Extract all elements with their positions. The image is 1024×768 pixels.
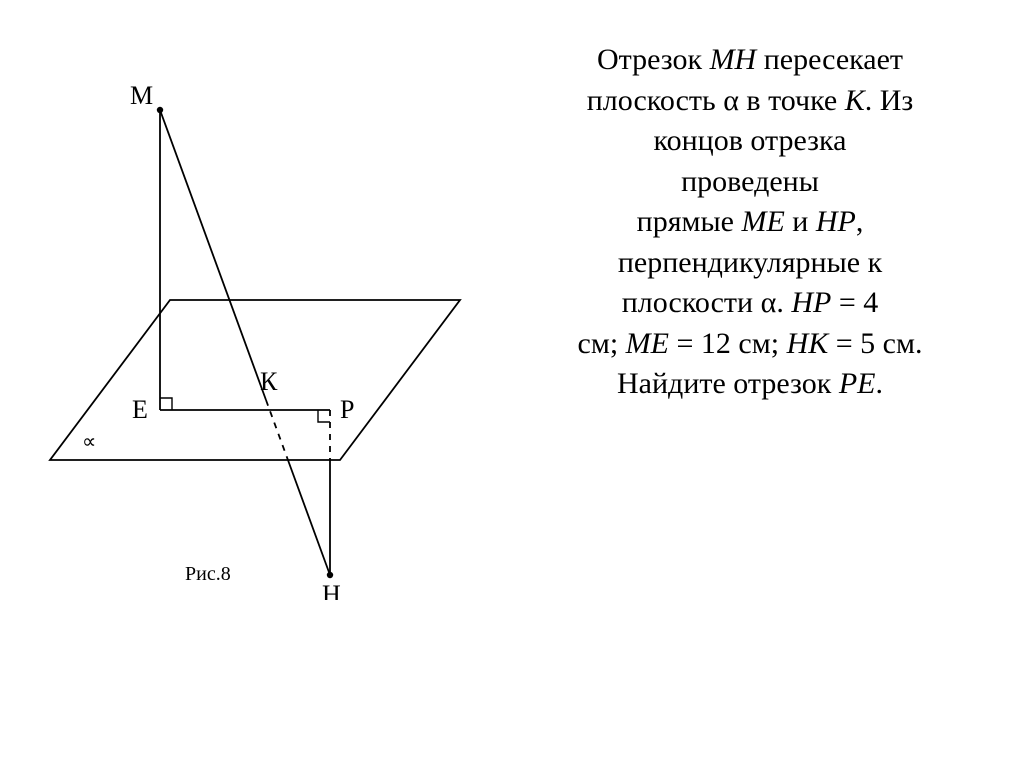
point-m [157, 107, 163, 113]
line7-part1: плоскости α. [622, 286, 792, 319]
line8-part3: = 12 см; [669, 327, 787, 360]
figure-caption: Рис.8 [185, 563, 231, 585]
line1-part3: пересекает [756, 43, 903, 76]
line9-pe: PE [839, 367, 876, 400]
line4: проведены [681, 165, 819, 198]
label-h: H [322, 580, 341, 600]
line9-part3: . [875, 367, 883, 400]
line1-mh: MH [710, 43, 757, 76]
problem-text: Отрезок MH пересекает плоскость α в точк… [495, 40, 1005, 405]
line2-part3: . Из [865, 84, 914, 117]
line6: перпендикулярные к [618, 246, 882, 279]
segment-mk [160, 110, 266, 400]
line5-hp: HP [816, 205, 856, 238]
line5-part5: , [856, 205, 864, 238]
label-m: M [130, 81, 153, 110]
segment-kh-hidden [266, 400, 288, 460]
label-p: P [340, 395, 354, 424]
line8-me: ME [626, 327, 669, 360]
line7-part3: = 4 [831, 286, 878, 319]
line5-part3: и [785, 205, 816, 238]
right-angle-e [160, 398, 172, 410]
line8-part1: см; [578, 327, 626, 360]
segment-kh-visible [288, 460, 330, 575]
point-h [327, 572, 333, 578]
line8-part5: = 5 см. [828, 327, 922, 360]
line5-me: ME [741, 205, 784, 238]
geometry-diagram: ∝ M H К E P Рис.8 [30, 70, 490, 600]
right-angle-p [318, 410, 330, 422]
line1-part1: Отрезок [597, 43, 710, 76]
line5-part1: прямые [637, 205, 742, 238]
line8-hk: HK [787, 327, 829, 360]
line3: концов отрезка [654, 124, 847, 157]
line2-k: K [845, 84, 865, 117]
line7-hp: HP [791, 286, 831, 319]
label-e: E [132, 395, 148, 424]
line9-part1: Найдите отрезок [617, 367, 839, 400]
alpha-symbol: ∝ [82, 431, 96, 453]
line2-part1: плоскость α в точке [587, 84, 845, 117]
plane-alpha [50, 300, 460, 460]
label-k: К [260, 367, 278, 396]
